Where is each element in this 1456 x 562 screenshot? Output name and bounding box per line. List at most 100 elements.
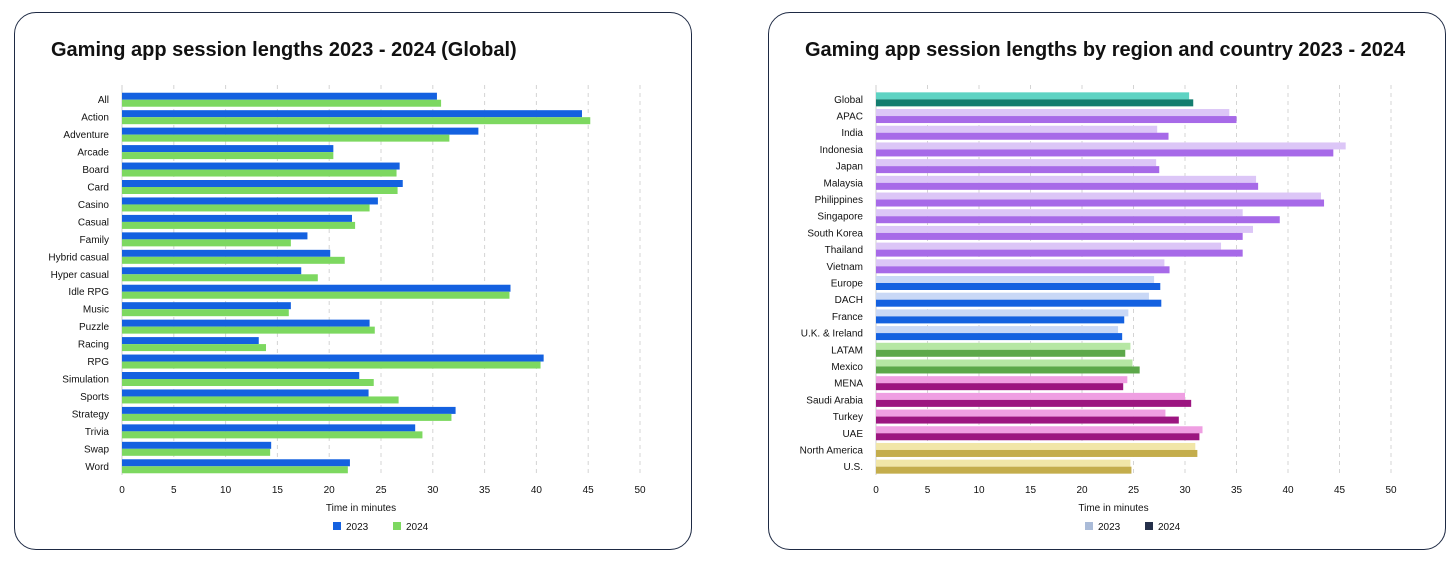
bar-2024 — [122, 413, 452, 421]
category-label: LATAM — [831, 345, 863, 356]
x-tick-label: 0 — [119, 485, 125, 496]
legend-label: 2024 — [1158, 522, 1181, 533]
bar-2024 — [876, 116, 1237, 124]
category-label: Idle RPG — [68, 287, 109, 298]
bar-2024 — [876, 466, 1132, 474]
bar-2024 — [122, 99, 442, 107]
category-label: Casino — [78, 200, 110, 211]
category-label: Racing — [78, 340, 109, 351]
x-tick-label: 30 — [1179, 485, 1191, 496]
category-label: Global — [834, 95, 863, 106]
bar-2023 — [876, 192, 1321, 200]
chart-title: Gaming app session lengths 2023 - 2024 (… — [51, 39, 517, 61]
x-tick-label: 45 — [583, 485, 595, 496]
category-label: Malaysia — [824, 178, 864, 189]
category-label: Hybrid casual — [48, 252, 109, 263]
bar-2023 — [122, 127, 479, 135]
category-label: Saudi Arabia — [806, 395, 863, 406]
category-label: Turkey — [833, 412, 863, 423]
bar-2023 — [122, 284, 511, 292]
bar-2023 — [122, 267, 302, 275]
category-label: France — [832, 312, 864, 323]
x-tick-label: 30 — [427, 485, 439, 496]
bar-2024 — [876, 349, 1126, 357]
bar-2024 — [876, 232, 1243, 240]
x-tick-label: 50 — [1385, 485, 1397, 496]
bar-2023 — [122, 249, 331, 257]
x-tick-label: 10 — [973, 485, 985, 496]
bar-2023 — [122, 459, 350, 467]
category-label: DACH — [835, 295, 863, 306]
category-label: U.S. — [844, 462, 863, 473]
category-label: Word — [85, 462, 109, 473]
bar-2023 — [876, 125, 1158, 133]
bar-2023 — [122, 162, 400, 170]
legend-swatch — [333, 522, 341, 530]
bar-2024 — [122, 431, 423, 439]
bar-2024 — [122, 291, 510, 299]
bar-2023 — [122, 232, 308, 240]
bar-2023 — [122, 337, 259, 345]
bar-2024 — [876, 266, 1170, 274]
category-label: Family — [80, 235, 109, 246]
x-tick-label: 0 — [873, 485, 879, 496]
bar-2024 — [122, 204, 370, 212]
category-label: Board — [82, 165, 109, 176]
bar-2024 — [122, 448, 271, 456]
x-axis-title: Time in minutes — [326, 503, 396, 514]
bar-2023 — [876, 326, 1119, 334]
bar-2024 — [122, 134, 450, 142]
chart-panel-global: Gaming app session lengths 2023 - 2024 (… — [14, 12, 692, 550]
bar-2023 — [876, 442, 1196, 450]
bar-2024 — [122, 256, 345, 264]
category-label: All — [98, 95, 109, 106]
x-tick-label: 15 — [272, 485, 284, 496]
category-label: Strategy — [72, 409, 109, 420]
bar-2023 — [122, 110, 582, 118]
x-tick-label: 35 — [479, 485, 491, 496]
category-label: Europe — [831, 279, 864, 290]
bar-2024 — [876, 383, 1124, 391]
legend-label: 2023 — [1098, 522, 1121, 533]
bar-2024 — [122, 117, 591, 125]
category-label: North America — [800, 445, 864, 456]
bar-2023 — [876, 409, 1166, 417]
bar-2024 — [122, 344, 267, 352]
category-label: Japan — [836, 162, 863, 173]
bar-2023 — [876, 175, 1257, 183]
bar-2023 — [876, 209, 1243, 217]
bar-2024 — [876, 399, 1192, 407]
category-label: India — [841, 128, 863, 139]
x-tick-label: 20 — [1076, 485, 1088, 496]
chart-title: Gaming app session lengths by region and… — [805, 39, 1406, 61]
bar-2023 — [876, 426, 1203, 434]
category-label: Music — [83, 305, 109, 316]
category-label: Puzzle — [79, 322, 109, 333]
bar-2023 — [122, 214, 352, 222]
x-tick-label: 50 — [634, 485, 646, 496]
bar-2024 — [876, 249, 1243, 257]
bar-2024 — [122, 187, 398, 194]
x-tick-label: 20 — [324, 485, 336, 496]
category-label: UAE — [842, 429, 863, 440]
bar-2023 — [122, 441, 272, 449]
bar-2024 — [876, 199, 1325, 207]
bar-2024 — [876, 166, 1160, 174]
bar-2024 — [876, 132, 1169, 140]
category-label: Swap — [84, 444, 109, 455]
bar-2023 — [876, 276, 1155, 283]
x-tick-label: 35 — [1231, 485, 1243, 496]
bar-2024 — [122, 326, 375, 334]
x-tick-label: 10 — [220, 485, 232, 496]
bar-2024 — [876, 149, 1334, 157]
bar-2023 — [876, 309, 1129, 317]
category-label: Philippines — [815, 195, 863, 206]
bar-2023 — [122, 406, 456, 414]
bar-2023 — [876, 109, 1230, 117]
x-tick-label: 5 — [171, 485, 177, 496]
x-tick-label: 5 — [925, 485, 931, 496]
bar-2024 — [122, 221, 356, 229]
bar-2024 — [876, 299, 1162, 307]
category-label: Singapore — [817, 212, 863, 223]
x-tick-label: 40 — [531, 485, 543, 496]
